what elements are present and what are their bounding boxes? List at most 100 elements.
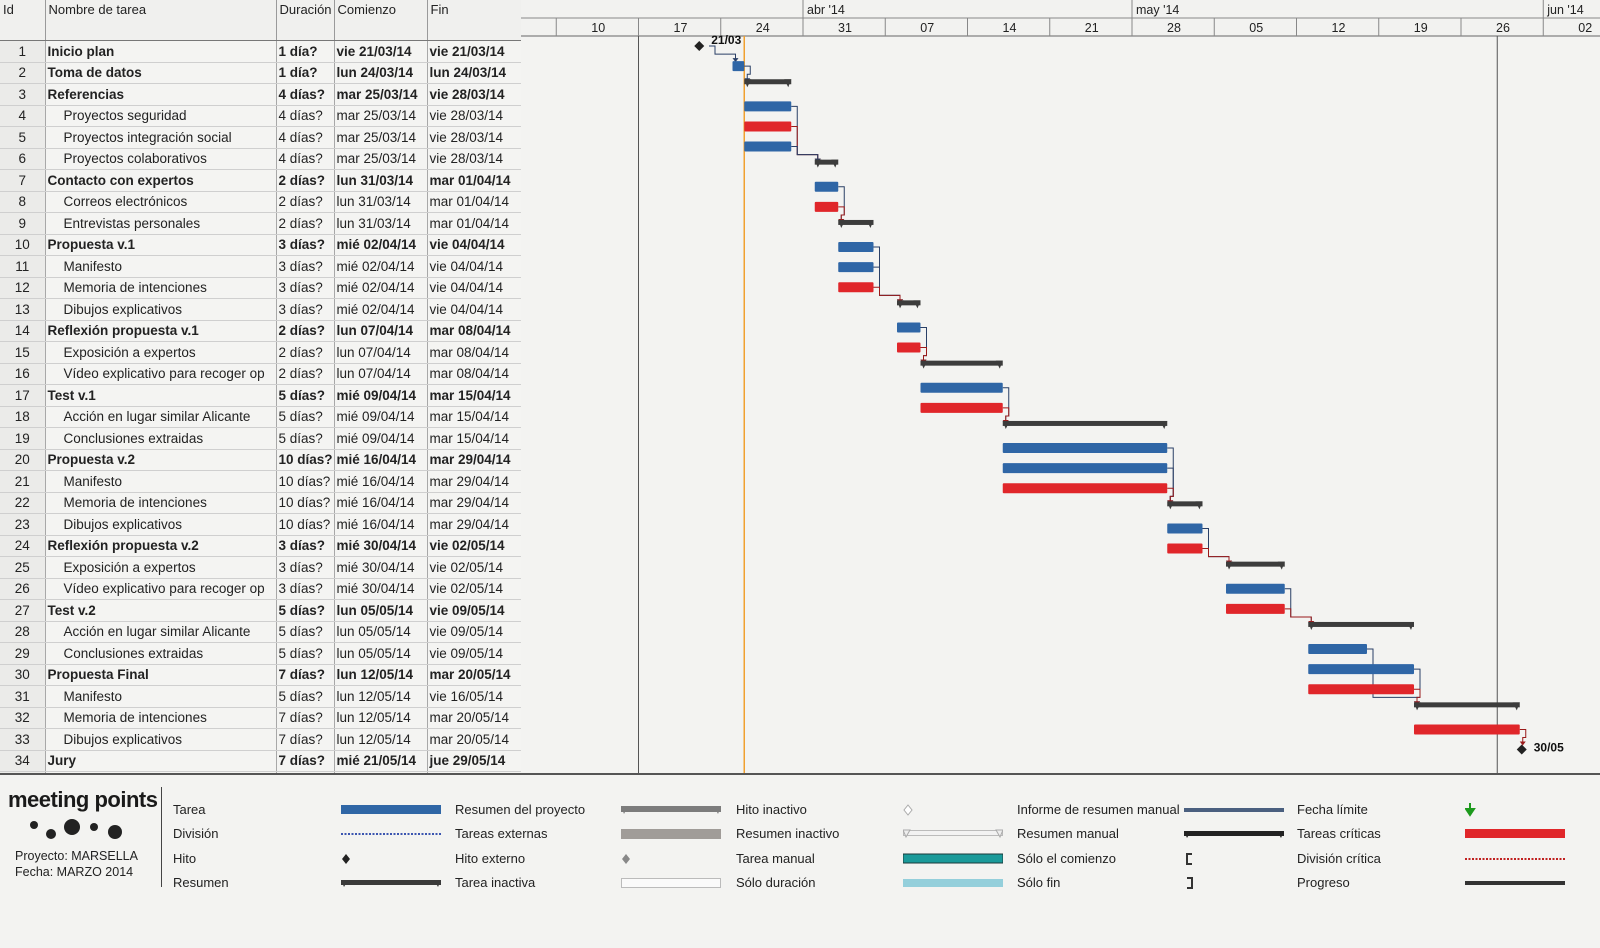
table-row[interactable]: 30 Propuesta Final 7 días? lun 12/05/14 mar …: [0, 664, 522, 686]
table-row[interactable]: 18 Acción en lugar similar Alicante 5 días…: [0, 406, 522, 428]
task-duration[interactable]: 7 días?: [276, 664, 335, 686]
task-end[interactable]: jue 29/05/14: [427, 750, 522, 772]
task-end[interactable]: vie 28/03/14: [427, 148, 522, 170]
task-start[interactable]: lun 31/03/14: [334, 191, 428, 213]
task-end[interactable]: vie 04/04/14: [427, 234, 522, 256]
task-duration[interactable]: 5 días?: [276, 406, 335, 428]
task-duration[interactable]: 7 días?: [276, 750, 335, 772]
task-end[interactable]: mar 29/04/14: [427, 513, 522, 536]
task-id[interactable]: 14: [0, 320, 46, 342]
table-row[interactable]: 14 Reflexión propuesta v.1 2 días? lun 07/0…: [0, 320, 522, 342]
task-name[interactable]: Exposición a expertos: [45, 341, 277, 364]
task-start[interactable]: lun 12/05/14: [334, 685, 428, 708]
task-duration[interactable]: 3 días?: [276, 535, 335, 557]
task-name[interactable]: Manifesto: [45, 255, 277, 278]
task-start[interactable]: lun 07/04/14: [334, 341, 428, 364]
task-end[interactable]: vie 04/04/14: [427, 255, 522, 278]
task-duration[interactable]: 10 días?: [276, 449, 335, 471]
table-row[interactable]: 10 Propuesta v.1 3 días? mié 02/04/14 vie 04…: [0, 234, 522, 256]
task-name[interactable]: Memoria de intenciones: [45, 277, 277, 299]
table-row[interactable]: 28 Acción en lugar similar Alicante 5 días…: [0, 621, 522, 643]
task-end[interactable]: vie 02/05/14: [427, 578, 522, 600]
task-name[interactable]: Toma de datos: [45, 62, 277, 84]
task-end[interactable]: mar 08/04/14: [427, 320, 522, 342]
task-id[interactable]: 16: [0, 363, 46, 385]
task-end[interactable]: mar 01/04/14: [427, 191, 522, 213]
task-id[interactable]: 13: [0, 298, 46, 321]
task-start[interactable]: mar 25/03/14: [334, 105, 428, 127]
task-id[interactable]: 22: [0, 492, 46, 514]
gantt-canvas[interactable]: abr '14 may '14 jun '14 10 17 24 31 07 14 21 28 05 1…: [521, 0, 1600, 773]
header-id[interactable]: Id: [0, 0, 46, 41]
task-name[interactable]: Proyectos seguridad: [45, 105, 277, 127]
task-start[interactable]: lun 05/05/14: [334, 599, 428, 622]
task-id[interactable]: 19: [0, 427, 46, 450]
task-start[interactable]: lun 05/05/14: [334, 642, 428, 665]
task-name[interactable]: Entrevistas personales: [45, 212, 277, 235]
task-duration[interactable]: 5 días?: [276, 685, 335, 708]
task-start[interactable]: mié 02/04/14: [334, 277, 428, 299]
task-duration[interactable]: 3 días?: [276, 234, 335, 256]
task-id[interactable]: 32: [0, 707, 46, 729]
task-end[interactable]: mar 29/04/14: [427, 449, 522, 471]
table-row[interactable]: 5 Proyectos integración social 4 días? mar …: [0, 126, 522, 149]
table-row[interactable]: 33 Dibujos explicativos 7 días? lun 12/05/1…: [0, 728, 522, 751]
gantt-chart[interactable]: abr '14 may '14 jun '14 10 17 24 31 07 14 21 28 05 1…: [521, 0, 1600, 773]
task-start[interactable]: lun 12/05/14: [334, 707, 428, 729]
task-start[interactable]: lun 05/05/14: [334, 621, 428, 643]
task-id[interactable]: 31: [0, 685, 46, 708]
task-id[interactable]: 6: [0, 148, 46, 170]
header-end[interactable]: Fin: [427, 0, 522, 41]
task-start[interactable]: mié 30/04/14: [334, 578, 428, 600]
task-id[interactable]: 3: [0, 83, 46, 106]
task-name[interactable]: Proyectos colaborativos: [45, 148, 277, 170]
task-end[interactable]: mar 29/04/14: [427, 470, 522, 493]
header-start[interactable]: Comienzo: [334, 0, 428, 41]
task-duration[interactable]: 5 días?: [276, 599, 335, 622]
task-end[interactable]: vie 04/04/14: [427, 277, 522, 299]
table-row[interactable]: 12 Memoria de intenciones 3 días? mié 02/04…: [0, 277, 522, 299]
task-end[interactable]: mar 20/05/14: [427, 664, 522, 686]
table-row[interactable]: 20 Propuesta v.2 10 días? mié 16/04/14 mar 2…: [0, 449, 522, 471]
task-duration[interactable]: 2 días?: [276, 320, 335, 342]
task-start[interactable]: lun 31/03/14: [334, 212, 428, 235]
task-start[interactable]: mié 02/04/14: [334, 234, 428, 256]
task-duration[interactable]: 4 días?: [276, 126, 335, 149]
task-end[interactable]: vie 09/05/14: [427, 642, 522, 665]
table-row[interactable]: 22 Memoria de intenciones 10 días? mié 16/0…: [0, 492, 522, 514]
table-row[interactable]: 17 Test v.1 5 días? mié 09/04/14 mar 15/04/1…: [0, 384, 522, 407]
task-start[interactable]: lun 07/04/14: [334, 320, 428, 342]
task-name[interactable]: Conclusiones extraidas: [45, 642, 277, 665]
task-end[interactable]: vie 04/04/14: [427, 298, 522, 321]
task-start[interactable]: mié 16/04/14: [334, 470, 428, 493]
table-row[interactable]: 34 Jury 7 días? mié 21/05/14 jue 29/05/14: [0, 750, 522, 772]
task-name[interactable]: Manifesto: [45, 685, 277, 708]
task-id[interactable]: 12: [0, 277, 46, 299]
task-end[interactable]: vie 28/03/14: [427, 126, 522, 149]
task-end[interactable]: vie 21/03/14: [427, 40, 522, 63]
task-id[interactable]: 26: [0, 578, 46, 600]
table-row[interactable]: 9 Entrevistas personales 2 días? lun 31/03/…: [0, 212, 522, 235]
table-row[interactable]: 29 Conclusiones extraidas 5 días? lun 05/05…: [0, 642, 522, 665]
task-id[interactable]: 25: [0, 556, 46, 579]
task-name[interactable]: Inicio plan: [45, 40, 277, 63]
table-row[interactable]: 32 Memoria de intenciones 7 días? lun 12/05…: [0, 707, 522, 729]
header-name[interactable]: Nombre de tarea: [45, 0, 277, 41]
task-duration[interactable]: 5 días?: [276, 384, 335, 407]
table-row[interactable]: 21 Manifesto 10 días? mié 16/04/14 mar 29/04…: [0, 470, 522, 493]
task-end[interactable]: mar 08/04/14: [427, 341, 522, 364]
task-name[interactable]: Dibujos explicativos: [45, 513, 277, 536]
task-start[interactable]: mié 16/04/14: [334, 449, 428, 471]
task-start[interactable]: vie 21/03/14: [334, 40, 428, 63]
task-id[interactable]: 33: [0, 728, 46, 751]
task-start[interactable]: mié 09/04/14: [334, 384, 428, 407]
task-duration[interactable]: 3 días?: [276, 277, 335, 299]
table-row[interactable]: 16 Vídeo explicativo para recoger op 2 día…: [0, 363, 522, 385]
task-duration[interactable]: 5 días?: [276, 642, 335, 665]
task-id[interactable]: 4: [0, 105, 46, 127]
task-name[interactable]: Propuesta v.2: [45, 449, 277, 471]
task-start[interactable]: mié 09/04/14: [334, 406, 428, 428]
task-end[interactable]: vie 28/03/14: [427, 105, 522, 127]
table-row[interactable]: 7 Contacto con expertos 2 días? lun 31/03/1…: [0, 169, 522, 192]
task-id[interactable]: 11: [0, 255, 46, 278]
